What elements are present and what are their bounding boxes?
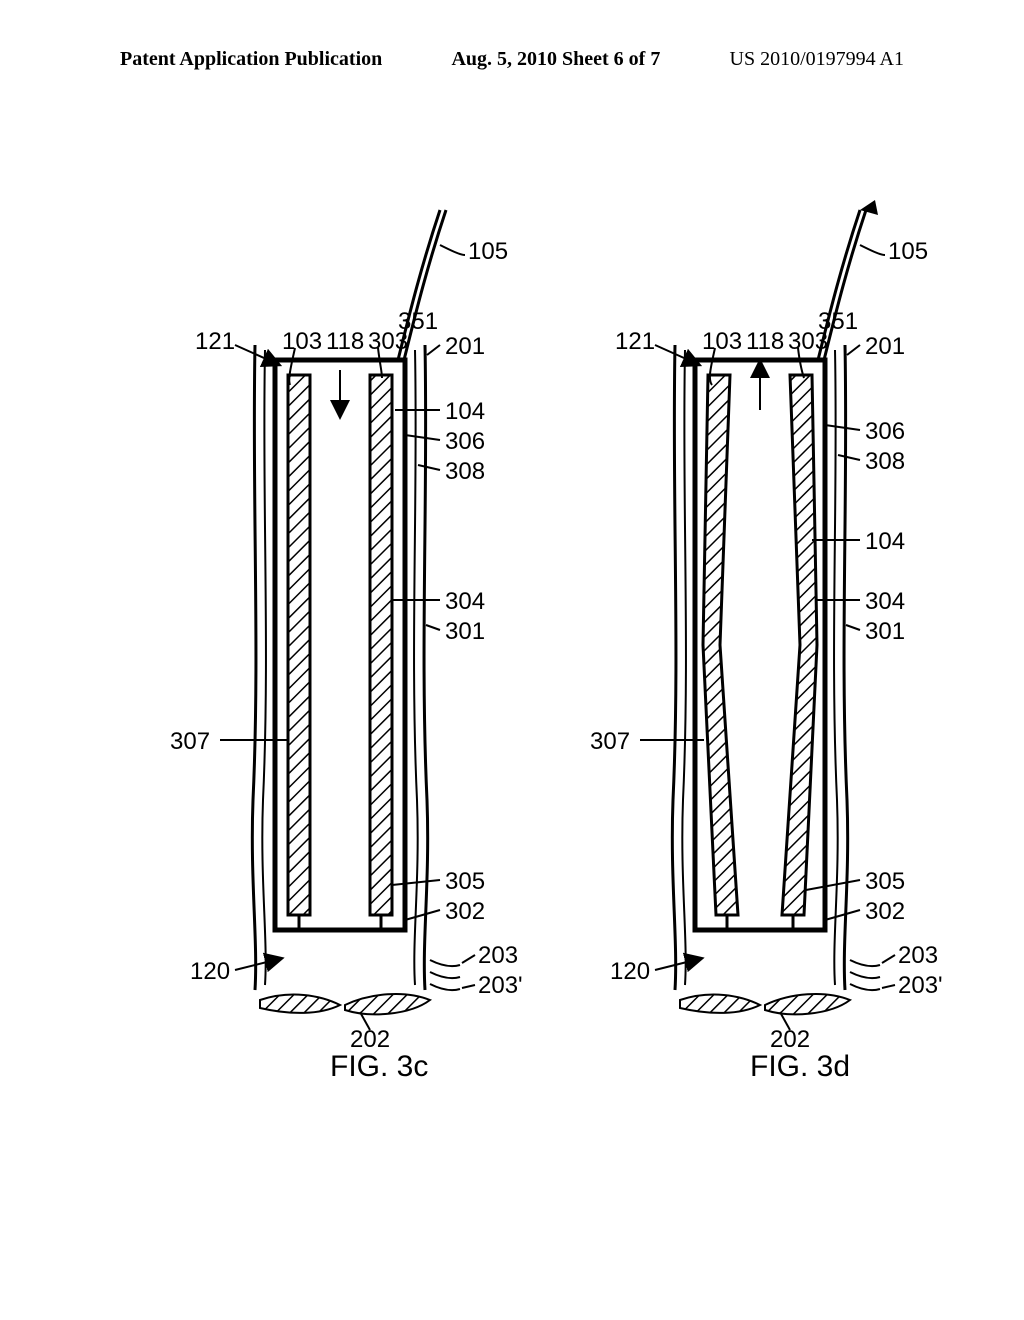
figure-3d-title: FIG. 3d [750,1050,850,1084]
ref-103: 103 [282,328,322,356]
ref-104: 104 [865,528,905,556]
publication-number: US 2010/0197994 A1 [730,48,904,71]
figure-3c-title: FIG. 3c [330,1050,428,1084]
ref-105: 105 [468,238,508,266]
ref-203p: 203' [898,972,943,1000]
date-sheet: Aug. 5, 2010 Sheet 6 of 7 [451,48,660,71]
ref-305: 305 [865,868,905,896]
ref-301: 301 [865,618,905,646]
ref-308: 308 [865,448,905,476]
ref-301: 301 [445,618,485,646]
ref-302: 302 [445,898,485,926]
ref-305: 305 [445,868,485,896]
ref-203: 203 [478,942,518,970]
ref-306: 306 [865,418,905,446]
ref-118: 118 [326,328,364,356]
ref-120: 120 [610,958,650,986]
ref-121: 121 [615,328,655,356]
figure-3c: 105 351 121 103 118 303 201 104 306 308 … [140,200,560,1100]
ref-302: 302 [865,898,905,926]
ref-307: 307 [590,728,630,756]
ref-203p: 203' [478,972,523,1000]
ref-104: 104 [445,398,485,426]
ref-120: 120 [190,958,230,986]
ref-303: 303 [788,328,828,356]
page-header: Patent Application Publication Aug. 5, 2… [0,48,1024,71]
ref-121: 121 [195,328,235,356]
figure-3d: 105 351 121 103 118 303 201 306 308 104 … [560,200,980,1100]
ref-306: 306 [445,428,485,456]
ref-201: 201 [865,333,905,361]
ref-303: 303 [368,328,408,356]
ref-105: 105 [888,238,928,266]
ref-203: 203 [898,942,938,970]
ref-307: 307 [170,728,210,756]
ref-103: 103 [702,328,742,356]
figures-container: 105 351 121 103 118 303 201 104 306 308 … [80,200,960,1150]
ref-304: 304 [865,588,905,616]
ref-118: 118 [746,328,784,356]
ref-308: 308 [445,458,485,486]
publication-type: Patent Application Publication [120,48,382,71]
ref-201: 201 [445,333,485,361]
ref-304: 304 [445,588,485,616]
